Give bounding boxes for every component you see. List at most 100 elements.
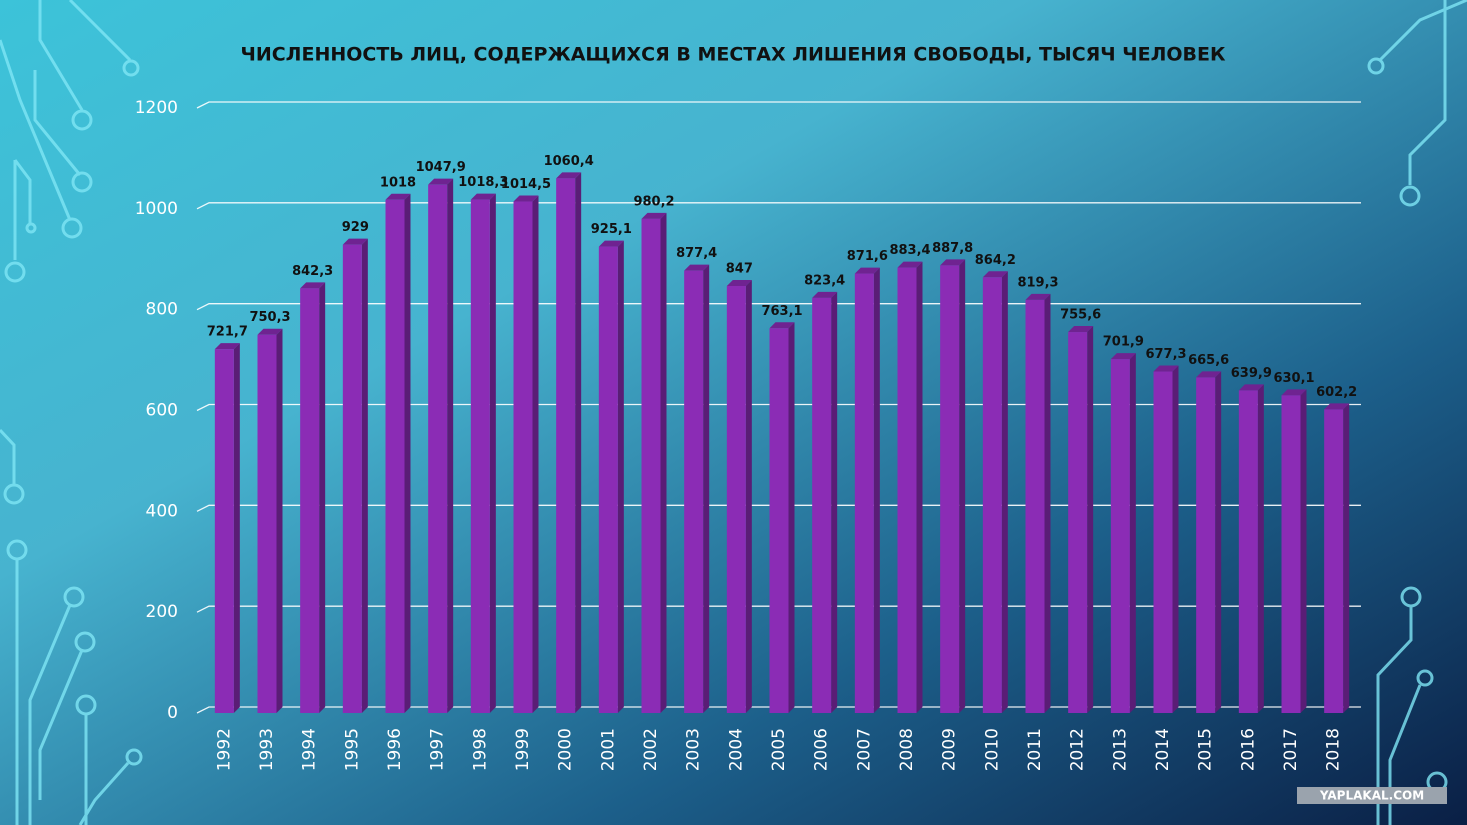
bar xyxy=(1281,395,1301,713)
bar xyxy=(342,244,362,714)
bar-side xyxy=(1172,365,1179,713)
x-tick-label: 2013 xyxy=(1110,728,1130,771)
bar-top xyxy=(812,291,838,298)
bar-side xyxy=(1129,353,1136,713)
bar-side xyxy=(1300,389,1307,713)
y-tick-label: 0 xyxy=(167,703,178,723)
chart-title: ЧИСЛЕННОСТЬ ЛИЦ, СОДЕРЖАЩИХСЯ В МЕСТАХ Л… xyxy=(240,44,1225,66)
x-tick-label: 1999 xyxy=(513,728,533,771)
watermark-box xyxy=(1297,787,1447,804)
value-label: 871,6 xyxy=(847,249,888,264)
value-label: 823,4 xyxy=(804,273,845,288)
grid-line xyxy=(196,706,1361,714)
x-tick-label: 2011 xyxy=(1025,728,1045,771)
bar-top xyxy=(1281,389,1307,396)
bar-top xyxy=(897,261,923,268)
bar-top xyxy=(684,264,710,271)
grid-line xyxy=(196,403,1361,412)
x-tick-label: 2016 xyxy=(1238,728,1258,771)
x-tick-label: 1995 xyxy=(342,728,362,771)
bar-top xyxy=(982,271,1008,278)
bar-top xyxy=(1025,293,1051,300)
value-label: 750,3 xyxy=(249,310,290,325)
bar xyxy=(1238,390,1258,713)
x-tick-label: 2014 xyxy=(1153,728,1173,771)
value-label: 665,6 xyxy=(1188,353,1229,368)
x-tick-label: 2015 xyxy=(1196,728,1216,771)
y-tick-label: 400 xyxy=(146,501,178,521)
bar xyxy=(982,277,1002,713)
value-label: 639,9 xyxy=(1231,366,1272,381)
x-tick-label: 2001 xyxy=(598,728,618,771)
x-tick-label: 2012 xyxy=(1068,728,1088,771)
x-tick-label: 2017 xyxy=(1281,728,1301,771)
bar-side xyxy=(361,238,368,714)
grid-line xyxy=(196,101,1361,109)
bar-side xyxy=(745,279,752,713)
value-label: 980,2 xyxy=(633,194,674,209)
bar-side xyxy=(788,322,795,713)
bar-side xyxy=(617,240,624,714)
x-tick-label: 1996 xyxy=(385,728,405,771)
x-tick-label: 2018 xyxy=(1324,728,1344,771)
bar xyxy=(812,297,832,713)
y-tick-label: 1000 xyxy=(135,199,178,219)
value-label: 677,3 xyxy=(1145,347,1186,362)
bar-top xyxy=(1110,353,1136,360)
bar xyxy=(726,285,746,713)
value-label: 877,4 xyxy=(676,246,717,261)
bar-side xyxy=(703,264,710,713)
x-tick-label: 1994 xyxy=(300,728,320,771)
bar xyxy=(1324,409,1344,713)
x-tick-label: 1997 xyxy=(428,728,448,771)
value-label: 842,3 xyxy=(292,264,333,279)
watermark: YAPLAKAL.COM xyxy=(1319,789,1424,803)
bar-top xyxy=(598,240,624,247)
value-label: 925,1 xyxy=(591,222,632,237)
x-tick-label: 1992 xyxy=(214,728,234,771)
bar-side xyxy=(831,291,838,713)
bar-top xyxy=(1238,384,1264,391)
value-label: 887,8 xyxy=(932,241,973,256)
bar-top xyxy=(1324,403,1350,410)
bar xyxy=(897,267,917,713)
bar xyxy=(598,246,618,714)
bar-top xyxy=(470,193,496,200)
grid-line xyxy=(196,303,1361,311)
bar-side xyxy=(916,261,923,713)
bar-side xyxy=(532,195,539,713)
bar-side xyxy=(1044,293,1051,713)
bar-top xyxy=(940,259,966,266)
value-label: 819,3 xyxy=(1017,275,1058,290)
bar-top xyxy=(641,212,667,219)
x-tick-label: 2008 xyxy=(897,728,917,771)
value-label: 1060,4 xyxy=(544,154,594,169)
bar xyxy=(769,328,789,713)
x-tick-label: 2006 xyxy=(812,728,832,771)
bar-side xyxy=(873,267,880,713)
x-tick-label: 1993 xyxy=(257,728,277,771)
grid-line xyxy=(196,202,1361,210)
value-label: 1047,9 xyxy=(416,160,466,175)
bar xyxy=(1153,371,1173,713)
bar xyxy=(214,349,234,713)
bar-top xyxy=(342,238,368,245)
bar xyxy=(1025,299,1045,713)
y-tick-label: 1200 xyxy=(135,98,178,118)
bar-top xyxy=(1153,365,1179,372)
y-tick-label: 600 xyxy=(146,401,178,421)
bar xyxy=(940,265,960,713)
x-tick-label: 2007 xyxy=(854,728,874,771)
x-tick-label: 2003 xyxy=(684,728,704,771)
bar-side xyxy=(660,212,667,713)
bar-top xyxy=(1068,326,1094,333)
x-tick-label: 1998 xyxy=(470,728,490,771)
value-label: 864,2 xyxy=(975,253,1016,268)
bar-top xyxy=(300,282,326,289)
bar xyxy=(300,288,320,713)
value-label: 602,2 xyxy=(1316,385,1357,400)
value-label: 755,6 xyxy=(1060,308,1101,323)
bar-side xyxy=(1001,271,1008,713)
bar-top xyxy=(428,178,454,185)
